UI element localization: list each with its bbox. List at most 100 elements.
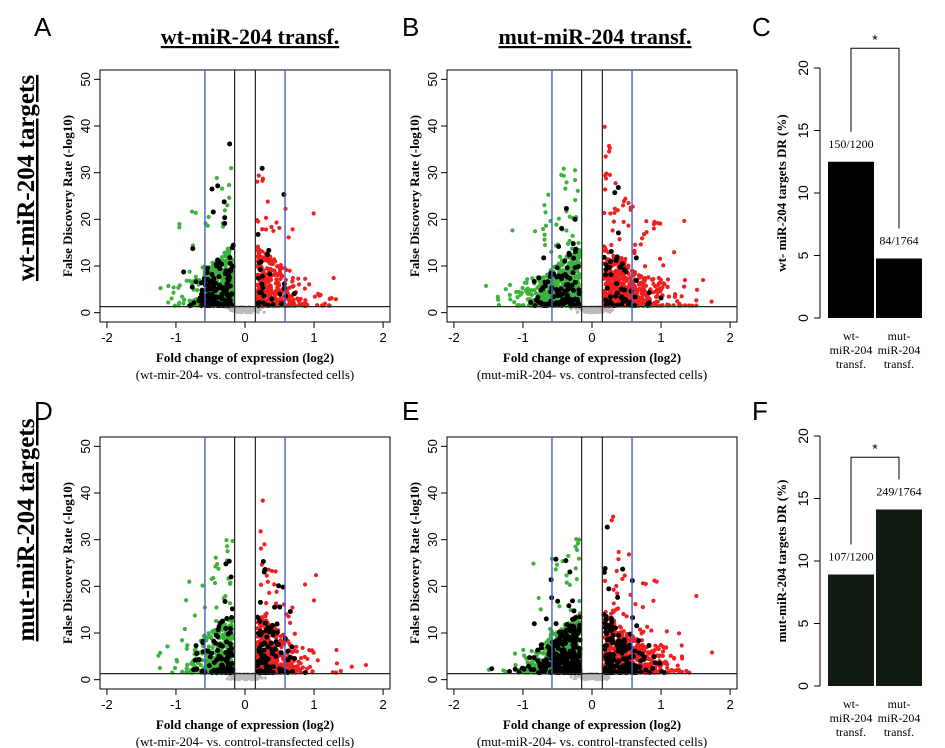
down-point (521, 647, 526, 653)
up-point (602, 210, 607, 216)
target-point (531, 279, 537, 285)
target-point (566, 250, 572, 256)
target-point (224, 615, 230, 621)
target-point (564, 274, 570, 280)
up-point (274, 277, 279, 283)
ns-point (229, 308, 234, 312)
category-label-line: miR-204 (830, 343, 873, 357)
x-axis-sublabel: (wt-mir-204- vs. control-transfected cel… (136, 367, 355, 382)
down-point (556, 279, 561, 284)
y-tick-label: 0 (78, 676, 93, 683)
category-label: wt-miR-204 transf. (830, 329, 873, 371)
ns-point (582, 307, 586, 311)
ns-point (595, 676, 599, 680)
target-point (228, 574, 234, 580)
target-point (545, 279, 551, 285)
down-point (225, 203, 230, 208)
down-point (189, 209, 195, 214)
up-point (255, 179, 260, 184)
panel-letter-a: A (34, 12, 52, 42)
target-point (287, 609, 293, 615)
ns-point (572, 676, 577, 681)
target-point (618, 286, 624, 292)
up-point (637, 282, 642, 287)
up-point (638, 287, 643, 292)
up-point (316, 291, 321, 296)
up-point (638, 242, 643, 247)
target-point (264, 634, 270, 640)
down-point (177, 225, 182, 230)
up-point (277, 225, 282, 231)
up-point (286, 297, 291, 303)
target-point (287, 654, 293, 660)
target-point (571, 255, 577, 261)
down-point (576, 240, 581, 246)
down-point (572, 177, 578, 183)
up-point (651, 276, 656, 282)
x-tick-label: 2 (726, 330, 733, 345)
up-point (260, 176, 266, 181)
target-point (211, 275, 217, 281)
target-point (222, 215, 228, 221)
target-point (604, 285, 610, 291)
up-point (617, 270, 622, 275)
category-label-line: mut- (888, 329, 911, 343)
up-point (639, 301, 644, 307)
up-point (607, 280, 612, 285)
ns-point (237, 677, 241, 681)
target-point (227, 269, 233, 275)
target-point (210, 209, 216, 215)
ns-point (247, 307, 251, 311)
ns-point (586, 308, 590, 312)
x-tick-label: -2 (101, 697, 113, 712)
up-point (607, 149, 612, 154)
up-point (610, 228, 615, 233)
y-tick-label: 30 (78, 532, 93, 546)
x-tick-label: 0 (241, 330, 248, 345)
up-point (662, 282, 667, 287)
y-tick-label: 20 (795, 60, 811, 76)
target-point (215, 627, 221, 633)
down-point (184, 666, 189, 671)
target-point (575, 264, 581, 270)
up-point (291, 297, 296, 302)
target-point (258, 651, 264, 657)
target-point (224, 639, 230, 645)
up-point (668, 653, 673, 658)
target-point (227, 297, 233, 303)
up-point (657, 256, 663, 261)
target-point (255, 231, 261, 237)
target-point (658, 295, 664, 301)
up-point (313, 573, 319, 578)
down-point (187, 579, 192, 584)
down-point (507, 282, 513, 288)
down-point (175, 659, 180, 664)
target-point (555, 292, 561, 298)
target-point (219, 296, 225, 302)
target-point (216, 274, 222, 280)
up-point (334, 647, 339, 653)
down-point (182, 626, 187, 632)
up-point (268, 283, 273, 288)
down-point (567, 214, 572, 219)
x-tick-label: 1 (657, 330, 664, 345)
down-point (179, 638, 185, 643)
target-point (562, 258, 568, 264)
down-point (223, 262, 228, 267)
ns-point (610, 307, 614, 312)
target-point (259, 281, 265, 287)
target-point (532, 303, 538, 309)
target-point (277, 291, 283, 297)
ns-point (569, 307, 573, 311)
target-point (260, 300, 266, 306)
bar-value-label: 150/1200 (828, 137, 873, 151)
target-point (291, 291, 297, 297)
down-point (227, 195, 232, 200)
ns-point (260, 676, 264, 680)
down-point (542, 237, 547, 242)
up-point (679, 294, 684, 299)
ns-point (225, 677, 230, 681)
up-point (296, 282, 302, 287)
